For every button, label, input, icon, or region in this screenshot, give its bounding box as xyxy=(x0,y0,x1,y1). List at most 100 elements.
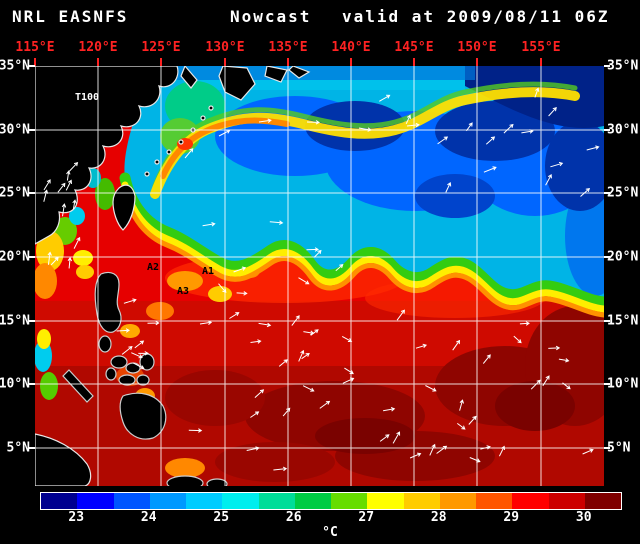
lon-tick-mark xyxy=(97,58,99,66)
colorbar-segment xyxy=(222,493,259,509)
current-vector xyxy=(483,166,497,173)
lat-tick-mark xyxy=(604,320,610,322)
current-vector xyxy=(43,189,49,202)
lon-tick-mark xyxy=(476,58,478,66)
current-vector xyxy=(43,179,51,191)
lon-tick-label: 115°E xyxy=(15,40,55,55)
current-vector xyxy=(65,179,72,191)
current-vector xyxy=(548,106,557,117)
colorbar-tick-label: 24 xyxy=(140,510,157,525)
current-vector xyxy=(313,249,322,258)
current-vector xyxy=(503,123,514,134)
current-vector xyxy=(548,345,561,351)
lat-tick-label: 25°N xyxy=(0,185,30,201)
current-vector xyxy=(250,411,260,418)
current-vector xyxy=(258,322,272,328)
current-vector xyxy=(580,187,591,197)
current-vector xyxy=(282,407,291,417)
current-vector xyxy=(229,312,240,319)
current-vector xyxy=(258,118,272,123)
colorbar-segment xyxy=(186,493,223,509)
colorbar-segment xyxy=(113,493,150,509)
lon-tick-mark xyxy=(413,58,415,66)
current-vector xyxy=(254,389,265,398)
lat-tick-label: 10°N xyxy=(607,376,639,392)
current-vector xyxy=(405,114,411,125)
cold-pool xyxy=(124,66,604,302)
current-vector xyxy=(121,345,133,355)
lon-tick-label: 155°E xyxy=(521,40,561,55)
current-vector xyxy=(415,343,428,349)
colorbar-segment xyxy=(258,493,295,509)
current-vector xyxy=(301,352,310,360)
colorbar-segment xyxy=(476,493,513,509)
temperature-colorbar xyxy=(40,492,622,510)
current-vector xyxy=(67,256,73,269)
lat-tick-label: 35°N xyxy=(607,58,639,74)
current-vector xyxy=(521,129,534,134)
current-vector xyxy=(542,375,550,387)
current-vector xyxy=(306,247,319,252)
current-vector xyxy=(452,339,461,351)
colorbar-unit-label: °C xyxy=(322,525,338,540)
sst-map: T100 A2 A1 A3 xyxy=(35,66,604,486)
lat-tick-label: 20°N xyxy=(607,249,639,265)
lat-tick-label: 5°N xyxy=(607,440,631,456)
current-vector xyxy=(246,446,260,451)
lat-tick-mark xyxy=(29,447,35,449)
current-vector xyxy=(123,298,137,304)
colorbar-tick-label: 25 xyxy=(213,510,230,525)
colorbar-segment xyxy=(294,493,331,509)
sst-front xyxy=(119,172,604,318)
current-vector xyxy=(72,199,77,210)
current-vector xyxy=(273,466,288,472)
lat-tick-mark xyxy=(604,447,610,449)
title-bar: NRL EASNFS Nowcast valid at 2009/08/11 0… xyxy=(0,7,640,29)
colorbar-tick-label: 30 xyxy=(575,510,592,525)
current-vector xyxy=(457,422,466,430)
current-vector xyxy=(498,445,505,457)
current-vector xyxy=(379,94,391,102)
lat-tick-mark xyxy=(604,65,610,67)
current-vector xyxy=(233,266,247,273)
colorbar-segment xyxy=(331,493,368,509)
current-vector xyxy=(582,448,594,455)
current-vector xyxy=(409,452,422,459)
current-vector xyxy=(199,320,213,325)
current-vector xyxy=(291,315,300,326)
current-vector xyxy=(379,434,390,442)
lon-tick-label: 140°E xyxy=(331,40,371,55)
lat-tick-mark xyxy=(604,256,610,258)
current-vector xyxy=(47,251,52,265)
current-vector xyxy=(138,351,149,356)
current-vector xyxy=(302,385,315,392)
current-vector xyxy=(116,328,130,333)
lat-tick-label: 15°N xyxy=(0,313,30,329)
current-vector xyxy=(66,170,71,181)
lon-tick-label: 150°E xyxy=(457,40,497,55)
current-vector xyxy=(469,457,481,463)
current-vector xyxy=(358,127,372,132)
lon-tick-label: 145°E xyxy=(394,40,434,55)
current-vector xyxy=(57,182,66,193)
current-vector xyxy=(482,354,491,364)
current-vector xyxy=(147,320,160,326)
colorbar-segment xyxy=(512,493,549,509)
lat-tick-mark xyxy=(604,383,610,385)
current-vector xyxy=(319,400,331,409)
lat-tick-label: 5°N xyxy=(6,440,30,456)
current-vector xyxy=(534,87,540,98)
current-vector xyxy=(545,174,552,186)
colorbar-segment xyxy=(403,493,440,509)
current-vector xyxy=(218,283,227,293)
current-vector xyxy=(68,162,79,172)
lat-tick-label: 10°N xyxy=(0,376,30,392)
current-vector xyxy=(406,122,420,128)
lon-tick-mark xyxy=(160,58,162,66)
current-vector xyxy=(73,236,81,249)
colorbar-segment xyxy=(367,493,404,509)
current-vector xyxy=(236,291,248,296)
colorbar-tick-label: 28 xyxy=(430,510,447,525)
current-vector xyxy=(61,203,67,217)
